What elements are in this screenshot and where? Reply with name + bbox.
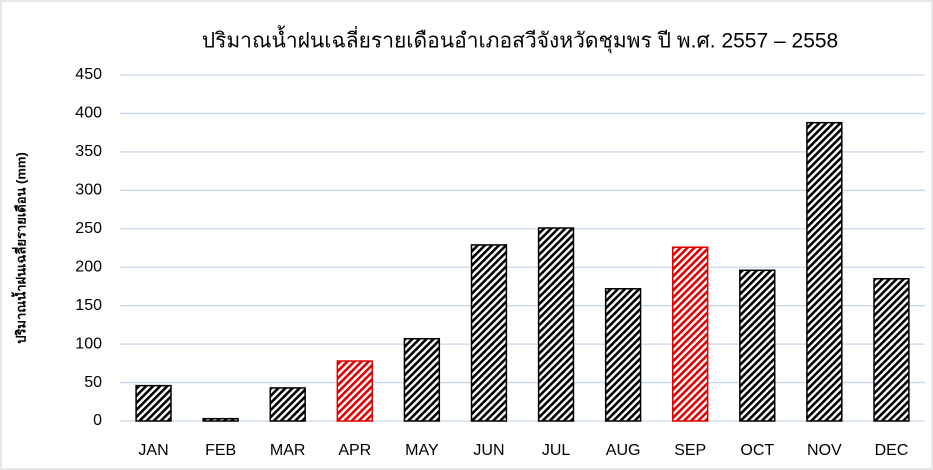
x-tick-label: MAY [405, 442, 439, 459]
y-tick-label: 350 [75, 143, 102, 160]
bar [806, 121, 843, 422]
y-tick-label: 50 [84, 374, 102, 391]
chart-title: ปริมาณน้ำฝนเฉลี่ยรายเดือนอำเภอสวีจังหวัด… [202, 26, 839, 54]
x-tick-label: JUL [542, 442, 571, 459]
y-axis-label: ปริมาณน้ำฝนเฉลี่ยรายเดือน (mm) [10, 152, 28, 344]
bar [739, 269, 776, 422]
bar [269, 387, 306, 422]
y-tick-label: 250 [75, 220, 102, 237]
bar [873, 278, 910, 422]
x-tick-label: FEB [205, 442, 236, 459]
bar [672, 246, 709, 422]
x-tick-label: NOV [807, 442, 842, 459]
bar [403, 337, 441, 422]
bar [604, 288, 642, 422]
y-tick-label: 150 [75, 297, 102, 314]
y-tick-label: 0 [93, 412, 102, 429]
x-tick-label: OCT [740, 442, 774, 459]
x-tick-label: MAR [270, 442, 306, 459]
x-tick-label: JUN [473, 442, 504, 459]
bar [470, 244, 508, 422]
bar [537, 227, 575, 422]
x-tick-label: APR [338, 442, 371, 459]
x-tick-label: JAN [138, 442, 168, 459]
x-tick-label: SEP [674, 442, 706, 459]
x-tick-label: AUG [606, 442, 641, 459]
bar [135, 384, 172, 422]
y-tick-label: 300 [75, 182, 102, 199]
y-tick-label: 400 [75, 105, 102, 122]
y-tick-label: 200 [75, 258, 102, 275]
bar [202, 417, 239, 422]
x-tick-label: DEC [875, 442, 909, 459]
y-tick-label: 100 [75, 335, 102, 352]
y-tick-label: 450 [75, 66, 102, 83]
bar [336, 360, 373, 422]
